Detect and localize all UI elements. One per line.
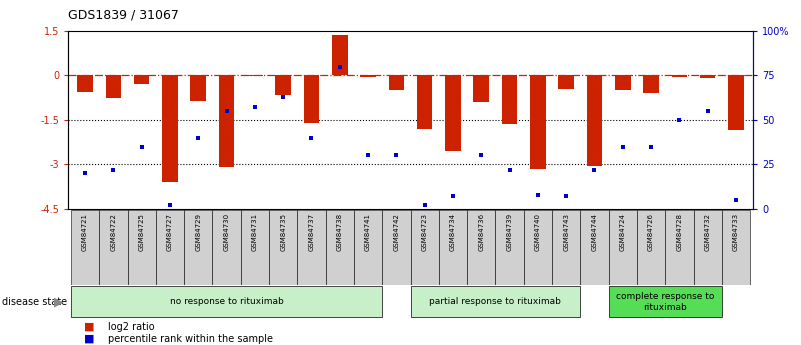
Text: GSM84742: GSM84742 <box>393 213 400 250</box>
Text: GSM84732: GSM84732 <box>705 213 710 251</box>
Bar <box>134 76 150 85</box>
Bar <box>212 210 241 285</box>
Bar <box>360 76 376 77</box>
Bar <box>269 210 297 285</box>
Text: GDS1839 / 31067: GDS1839 / 31067 <box>68 9 179 22</box>
Bar <box>524 210 552 285</box>
Text: percentile rank within the sample: percentile rank within the sample <box>108 334 273 344</box>
Text: GSM84733: GSM84733 <box>733 213 739 251</box>
Text: GSM84723: GSM84723 <box>421 213 428 251</box>
Bar <box>191 76 206 101</box>
Bar <box>501 76 517 124</box>
Bar <box>388 76 405 90</box>
Bar <box>241 210 269 285</box>
Bar <box>332 36 348 76</box>
Text: log2 ratio: log2 ratio <box>108 322 155 332</box>
Bar <box>615 76 630 90</box>
Bar <box>382 210 410 285</box>
Text: disease state: disease state <box>2 297 66 307</box>
Bar <box>700 76 715 78</box>
Text: ■: ■ <box>84 334 95 344</box>
Text: GSM84730: GSM84730 <box>223 213 230 251</box>
Bar <box>219 76 235 167</box>
Bar <box>77 76 93 92</box>
Text: ▶: ▶ <box>54 295 64 308</box>
Text: GSM84741: GSM84741 <box>365 213 371 251</box>
Bar <box>326 210 354 285</box>
Bar <box>71 210 99 285</box>
Bar <box>410 286 580 317</box>
Bar <box>637 210 665 285</box>
Text: partial response to rituximab: partial response to rituximab <box>429 297 562 306</box>
Text: ■: ■ <box>84 322 95 332</box>
Text: GSM84724: GSM84724 <box>620 213 626 250</box>
Text: GSM84722: GSM84722 <box>111 213 116 250</box>
Bar <box>156 210 184 285</box>
Bar <box>297 210 326 285</box>
Bar <box>127 210 156 285</box>
Bar <box>410 210 439 285</box>
Bar <box>106 76 121 98</box>
Text: GSM84728: GSM84728 <box>676 213 682 251</box>
Text: GSM84721: GSM84721 <box>82 213 88 251</box>
Text: GSM84734: GSM84734 <box>450 213 456 251</box>
Text: GSM84735: GSM84735 <box>280 213 286 251</box>
Bar <box>184 210 212 285</box>
Bar <box>609 210 637 285</box>
Bar <box>276 76 291 95</box>
Bar <box>71 286 382 317</box>
Bar <box>467 210 495 285</box>
Bar <box>580 210 609 285</box>
Bar <box>671 76 687 77</box>
Bar <box>99 210 127 285</box>
Bar <box>417 76 433 129</box>
Bar <box>552 210 580 285</box>
Bar <box>586 76 602 166</box>
Bar <box>665 210 694 285</box>
Bar <box>473 76 489 102</box>
Text: GSM84725: GSM84725 <box>139 213 145 250</box>
Bar <box>445 76 461 151</box>
Text: GSM84729: GSM84729 <box>195 213 201 251</box>
Bar <box>643 76 659 93</box>
Bar <box>439 210 467 285</box>
Bar <box>530 76 545 169</box>
Bar <box>304 76 320 123</box>
Text: GSM84744: GSM84744 <box>591 213 598 250</box>
Text: GSM84738: GSM84738 <box>336 213 343 251</box>
Text: GSM84736: GSM84736 <box>478 213 485 251</box>
Text: GSM84739: GSM84739 <box>506 213 513 251</box>
Text: GSM84731: GSM84731 <box>252 213 258 251</box>
Text: no response to rituximab: no response to rituximab <box>170 297 284 306</box>
Bar <box>162 76 178 182</box>
Text: GSM84727: GSM84727 <box>167 213 173 251</box>
Text: GSM84743: GSM84743 <box>563 213 570 251</box>
Text: complete response to
rituximab: complete response to rituximab <box>616 292 714 312</box>
Bar <box>609 286 722 317</box>
Text: GSM84726: GSM84726 <box>648 213 654 251</box>
Bar <box>495 210 524 285</box>
Bar <box>728 76 744 130</box>
Bar <box>558 76 574 89</box>
Bar <box>722 210 750 285</box>
Text: GSM84737: GSM84737 <box>308 213 315 251</box>
Text: GSM84740: GSM84740 <box>535 213 541 251</box>
Bar <box>694 210 722 285</box>
Bar <box>354 210 382 285</box>
